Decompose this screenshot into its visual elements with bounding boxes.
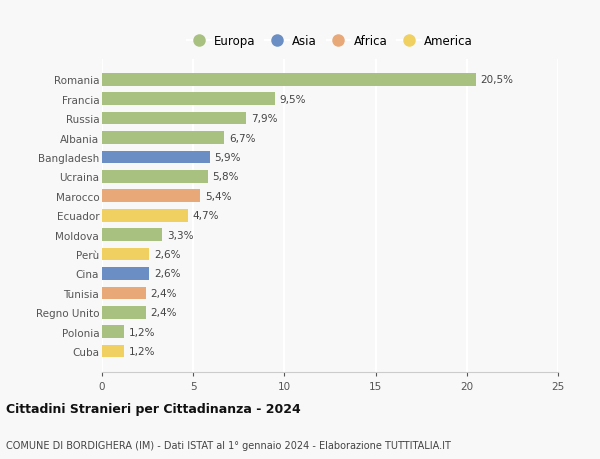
Bar — [102, 190, 200, 203]
Text: 5,9%: 5,9% — [214, 153, 241, 162]
Bar — [102, 151, 209, 164]
Bar — [102, 171, 208, 183]
Text: 5,4%: 5,4% — [205, 191, 232, 202]
Text: 4,7%: 4,7% — [192, 211, 219, 221]
Text: 2,4%: 2,4% — [151, 308, 177, 318]
Bar — [102, 345, 124, 358]
Bar — [102, 325, 124, 338]
Text: COMUNE DI BORDIGHERA (IM) - Dati ISTAT al 1° gennaio 2024 - Elaborazione TUTTITA: COMUNE DI BORDIGHERA (IM) - Dati ISTAT a… — [6, 440, 451, 450]
Legend: Europa, Asia, Africa, America: Europa, Asia, Africa, America — [184, 31, 476, 51]
Text: 1,2%: 1,2% — [128, 327, 155, 337]
Bar — [102, 229, 162, 241]
Bar — [102, 93, 275, 106]
Text: Cittadini Stranieri per Cittadinanza - 2024: Cittadini Stranieri per Cittadinanza - 2… — [6, 403, 301, 415]
Bar — [102, 209, 188, 222]
Bar — [102, 74, 476, 86]
Bar — [102, 287, 146, 300]
Text: 2,6%: 2,6% — [154, 250, 181, 259]
Bar — [102, 112, 246, 125]
Bar — [102, 132, 224, 145]
Bar — [102, 248, 149, 261]
Text: 1,2%: 1,2% — [128, 347, 155, 356]
Text: 5,8%: 5,8% — [212, 172, 239, 182]
Bar — [102, 306, 146, 319]
Text: 9,5%: 9,5% — [280, 95, 307, 105]
Text: 2,4%: 2,4% — [151, 288, 177, 298]
Text: 20,5%: 20,5% — [481, 75, 514, 85]
Text: 6,7%: 6,7% — [229, 133, 255, 143]
Text: 2,6%: 2,6% — [154, 269, 181, 279]
Text: 3,3%: 3,3% — [167, 230, 193, 240]
Bar — [102, 268, 149, 280]
Text: 7,9%: 7,9% — [251, 114, 277, 124]
